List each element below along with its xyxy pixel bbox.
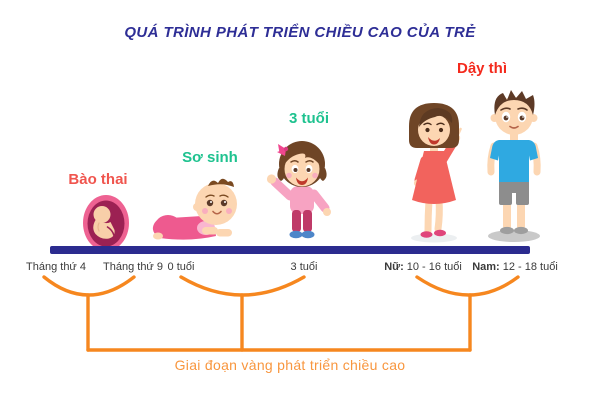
newborn-baby-illustration: [152, 178, 237, 240]
timeline-label-month4: Tháng thứ 4: [0, 261, 121, 273]
stage-label-newborn: Sơ sinh: [182, 149, 238, 166]
timeline-label-female-range: Nữ: 10 - 16 tuổi: [358, 261, 488, 273]
timeline-label-month9: Tháng thứ 9: [68, 261, 198, 273]
timeline-label-male-range: Nam: 12 - 18 tuổi: [450, 261, 580, 273]
teen-girl-illustration: [409, 103, 462, 243]
timeline-bar: [50, 246, 530, 254]
timeline-label-prefix: Nam:: [472, 261, 500, 273]
timeline-label-text: Tháng thứ 4: [26, 261, 86, 273]
golden-period-label: Giai đoạn vàng phát triển chiều cao: [174, 357, 406, 373]
timeline-label-prefix: Nữ:: [384, 261, 404, 273]
timeline-label-text: Tháng thứ 9: [103, 261, 163, 273]
stage-label-age3: 3 tuổi: [289, 110, 329, 127]
teen-boy-illustration: [487, 90, 541, 242]
timeline-label-age0: 0 tuổi: [116, 261, 246, 273]
timeline-label-text: 12 - 18 tuổi: [502, 261, 558, 273]
timeline-label-age3: 3 tuổi: [239, 261, 369, 273]
page-title: QUÁ TRÌNH PHÁT TRIỂN CHIỀU CAO CỦA TRẺ: [124, 24, 476, 41]
timeline-label-text: 0 tuổi: [167, 261, 195, 273]
toddler-girl-illustration: [266, 141, 331, 239]
stage-label-fetus: Bào thai: [68, 171, 128, 188]
golden-period-bracket: [42, 275, 520, 352]
fetus-illustration: [83, 195, 129, 251]
stage-label-puberty: Dậy thì: [456, 60, 507, 77]
timeline-label-text: 10 - 16 tuổi: [406, 261, 462, 273]
timeline-label-text: 3 tuổi: [290, 261, 318, 273]
